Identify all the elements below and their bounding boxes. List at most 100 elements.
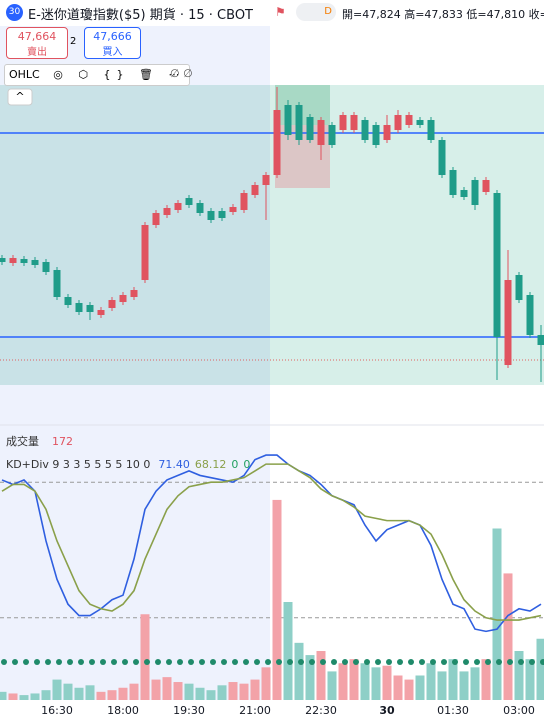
volume-bar — [8, 693, 18, 700]
signal-dot — [166, 659, 172, 665]
toolbar-icons[interactable]: ◎ ⬡ {} 🗑 ⋯ — [53, 68, 186, 81]
volume-bar — [514, 651, 524, 700]
volume-bar — [272, 499, 282, 700]
candle-body — [460, 190, 468, 197]
signal-dot — [221, 659, 227, 665]
volume-bar — [129, 683, 139, 700]
time-label: 21:00 — [239, 704, 271, 717]
volume-bar — [195, 687, 205, 700]
volume-bar — [19, 695, 29, 700]
signal-dot — [320, 659, 326, 665]
candle-body — [229, 207, 237, 212]
candle-body — [284, 105, 292, 135]
candle-body — [493, 193, 501, 337]
volume-bar — [327, 671, 337, 700]
signal-dot — [309, 659, 315, 665]
kd-readout: 68.12 — [195, 458, 227, 471]
volume-last: 172 — [52, 435, 73, 448]
signal-dot — [342, 659, 348, 665]
buy-label: 買入 — [102, 47, 123, 58]
candle-body — [416, 120, 424, 125]
signal-dot — [144, 659, 150, 665]
signal-dot — [331, 659, 337, 665]
volume-bar — [140, 614, 150, 700]
candle-body — [471, 180, 479, 205]
candle-body — [130, 290, 138, 297]
candle-body — [9, 258, 17, 263]
sell-button[interactable]: 47,664 賣出 — [6, 27, 68, 59]
volume-bar — [118, 687, 128, 700]
kd-line — [1, 463, 542, 621]
candle-body — [0, 258, 6, 262]
volume-bar — [217, 685, 227, 700]
candle-body — [75, 303, 83, 312]
candle-body — [141, 225, 149, 280]
candle-body — [185, 198, 193, 205]
buy-button[interactable]: 47,666 買入 — [84, 27, 141, 59]
candle-body — [306, 117, 314, 140]
time-label: 22:30 — [305, 704, 337, 717]
quantity[interactable]: 2 — [70, 36, 77, 47]
volume-bar — [206, 690, 216, 700]
volume-bar — [470, 667, 480, 700]
volume-bar — [437, 671, 447, 700]
signal-dot — [485, 659, 491, 665]
volume-bar — [492, 528, 502, 700]
ohlc-values: 開=47,824 高=47,833 低=47,810 收= — [342, 8, 544, 21]
time-label: 01:30 — [437, 704, 469, 717]
signal-dot — [188, 659, 194, 665]
volume-bar — [96, 691, 106, 700]
candle-body — [295, 105, 303, 140]
volume-bar — [426, 663, 436, 700]
volume-bar — [0, 691, 7, 700]
signal-dot — [507, 659, 513, 665]
toolbar-extra: ∅ ∅ — [170, 67, 193, 80]
collapse-button[interactable] — [7, 88, 33, 106]
candle-body — [537, 335, 544, 345]
candle-body — [350, 115, 358, 130]
candle-body — [339, 115, 347, 130]
volume-bar — [261, 667, 271, 700]
volume-bar — [173, 682, 183, 700]
signal-dot — [419, 659, 425, 665]
toolbar-label[interactable]: OHLC — [9, 68, 40, 81]
time-label: 16:30 — [41, 704, 73, 717]
candle-body — [328, 125, 336, 145]
candle-body — [207, 211, 215, 220]
signal-dot — [254, 659, 260, 665]
candle-body — [42, 262, 50, 272]
candle-body — [152, 213, 160, 225]
candle-body — [119, 295, 127, 302]
flag[interactable]: ⚑ — [275, 5, 286, 19]
signal-dot — [375, 659, 381, 665]
signal-dot — [1, 659, 7, 665]
candle-body — [427, 120, 435, 140]
volume-bar — [459, 671, 469, 700]
candle-body — [196, 203, 204, 213]
candle-body — [438, 140, 446, 175]
volume-bar — [239, 683, 249, 700]
candle-body — [361, 120, 369, 140]
candle-body — [108, 300, 116, 308]
signal-dot — [199, 659, 205, 665]
volume-bar — [360, 663, 370, 700]
signal-dot — [430, 659, 436, 665]
collapse-icon: ^ — [15, 90, 24, 103]
ohlc-toolbar: OHLC ◎ ⬡ {} 🗑 ⋯ — [4, 64, 191, 86]
volume-bar — [63, 683, 73, 700]
volume-bar — [85, 685, 95, 700]
volume-label: 成交量 — [6, 434, 39, 448]
signal-dot — [45, 659, 51, 665]
volume-bar — [184, 683, 194, 700]
volume-bar — [481, 659, 491, 700]
signal-dot — [100, 659, 106, 665]
signal-dot — [441, 659, 447, 665]
signal-dot — [133, 659, 139, 665]
range-overlap — [0, 85, 270, 385]
kd-label: KD+Div 9 3 3 5 5 5 5 10 0 — [6, 458, 150, 471]
candle-body — [97, 310, 105, 315]
sell-price: 47,664 — [17, 30, 57, 43]
volume-bar — [151, 679, 161, 700]
volume-bar — [525, 659, 535, 700]
